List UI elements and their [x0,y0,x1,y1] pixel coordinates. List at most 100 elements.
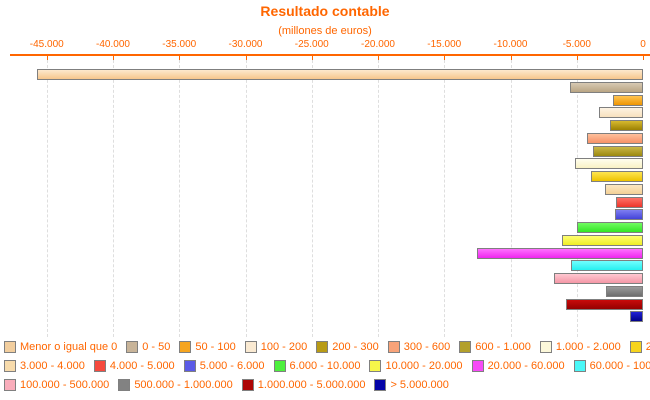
legend-swatch [183,360,196,372]
legend: Menor o igual que 0 0 - 50 50 - 100 100 - 2… [4,341,650,398]
legend-swatch [4,341,16,353]
axis-tick-mark [113,56,114,60]
bar [554,273,643,284]
x-axis-line [10,54,650,56]
bar [566,299,643,310]
legend-swatch [387,341,400,353]
legend-item: 600 - 1.000 [459,341,531,353]
legend-swatch [4,379,16,391]
bar [606,286,643,297]
legend-item: 2.000 - 3.000 [629,341,650,353]
gridline [246,60,247,337]
axis-tick-label: -30.000 [228,39,263,50]
axis-tick-label: 0 [640,39,646,50]
bar [587,133,643,144]
legend-label: 50 - 100 [195,341,236,353]
legend-label: 0 - 50 [142,341,171,353]
legend-swatch [241,379,254,391]
legend-label: 20.000 - 60.000 [487,360,565,372]
gridline [444,60,445,337]
legend-item: Menor o igual que 0 [4,341,117,353]
legend-label: 4.000 - 5.000 [109,360,175,372]
legend-item: 1.000 - 2.000 [539,341,621,353]
legend-label: 1.000 - 2.000 [555,341,621,353]
legend-swatch [459,341,472,353]
gridline [511,60,512,337]
legend-label: 60.000 - 100.000 [589,360,650,372]
legend-label: 200 - 300 [332,341,379,353]
gridline [378,60,379,337]
legend-item: 50 - 100 [179,341,236,353]
legend-label: 3.000 - 4.000 [20,360,85,372]
axis-tick-label: -40.000 [96,39,130,50]
axis-tick-mark [643,56,644,60]
axis-tick-mark [246,56,247,60]
bar [599,107,643,118]
legend-item: 0 - 50 [126,341,170,353]
bar [630,311,643,322]
legend-swatch [126,341,139,353]
legend-label: 6.000 - 10.000 [289,360,361,372]
bar [616,197,643,208]
legend-item: 5.000 - 6.000 [183,360,265,372]
legend-label: Menor o igual que 0 [20,341,118,353]
axis-tick-mark [511,56,512,60]
legend-item: 4.000 - 5.000 [93,360,175,372]
gridline [113,60,114,337]
legend-item: 6.000 - 10.000 [273,360,361,372]
legend-item: 200 - 300 [316,341,379,353]
legend-item: 500.000 - 1.000.000 [118,379,233,391]
axis-tick-label: -5.000 [562,39,591,50]
axis-tick-mark [312,56,313,60]
bar [593,146,643,157]
legend-row: Menor o igual que 0 0 - 50 50 - 100 100 - 2… [4,341,650,353]
bar [570,82,643,93]
legend-label: 10.000 - 20.000 [385,360,463,372]
legend-label: 5.000 - 6.000 [199,360,265,372]
legend-item: 60.000 - 100.000 [573,360,650,372]
axis-tick-label: -25.000 [294,39,329,50]
legend-label: 100.000 - 500.000 [20,379,110,391]
bar [575,158,643,169]
axis-tick-label: -10.000 [493,39,528,50]
axis-tick-label: -45.000 [29,39,64,50]
bar [37,69,643,80]
legend-item: 100.000 - 500.000 [4,379,109,391]
legend-swatch [374,379,387,391]
bar [610,120,643,131]
legend-swatch [539,341,552,353]
legend-row: 3.000 - 4.000 4.000 - 5.000 5.000 - 6.000 6… [4,360,650,372]
axis-tick-label: -15.000 [427,39,462,50]
legend-label: 2.000 - 3.000 [645,341,650,353]
legend-item: 3.000 - 4.000 [4,360,85,372]
legend-swatch [118,379,131,391]
legend-label: 1.000.000 - 5.000.000 [257,379,366,391]
legend-swatch [471,360,484,372]
bar [591,171,643,182]
axis-tick-mark [577,56,578,60]
legend-label: 600 - 1.000 [475,341,531,353]
bar [605,184,643,195]
legend-item: > 5.000.000 [374,379,449,391]
axis-tick-label: -35.000 [162,39,197,50]
legend-item: 300 - 600 [387,341,450,353]
chart-title: Resultado contable [260,3,390,19]
legend-label: 500.000 - 1.000.000 [134,379,233,391]
legend-swatch [4,360,16,372]
gridline [312,60,313,337]
bar [562,235,643,246]
gridline [577,60,578,337]
bar [571,260,643,271]
bar [613,95,643,106]
legend-swatch [316,341,329,353]
axis-tick-label: -20.000 [361,39,395,50]
legend-swatch [369,360,382,372]
legend-item: 1.000.000 - 5.000.000 [241,379,366,391]
bar [577,222,643,233]
legend-swatch [573,360,586,372]
legend-label: > 5.000.000 [390,379,449,391]
axis-tick-mark [179,56,180,60]
legend-swatch [179,341,192,353]
legend-swatch [629,341,642,353]
